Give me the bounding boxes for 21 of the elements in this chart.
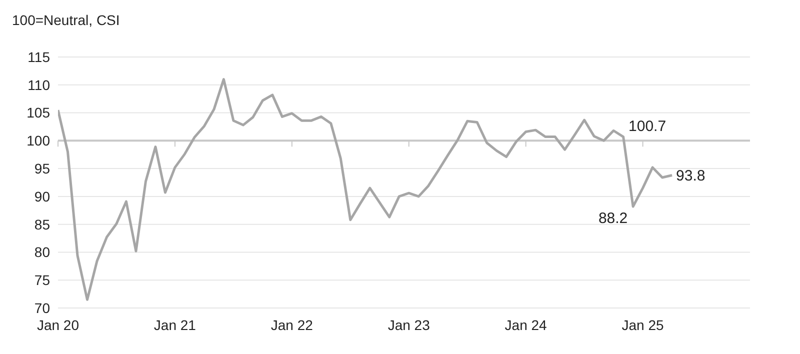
y-tick-label: 95 [34,160,50,177]
y-axis-title: 100=Neutral, CSI [12,12,120,28]
y-tick-label: 70 [34,300,50,316]
y-tick-label: 80 [34,244,50,260]
y-tick-label: 85 [34,216,50,232]
y-tick-label: 90 [34,188,50,204]
x-tick-label: Jan 25 [622,317,664,333]
x-tick-label: Jan 20 [36,317,80,333]
x-tick-label: Jan 23 [388,317,430,333]
y-tick-label: 115 [28,48,50,65]
y-tick-label: 75 [34,272,50,288]
x-tick-label: Jan 21 [154,317,196,333]
y-tick-label: 100 [26,132,50,149]
x-tick-label: Jan 24 [504,317,548,333]
line-series [58,78,674,301]
annotation: 93.8 [676,168,706,185]
annotation: 100.7 [628,118,666,135]
y-tick-label: 105 [26,104,50,121]
y-tick-label: 110 [28,76,50,93]
x-tick-label: Jan 22 [270,317,314,333]
annotation: 88.2 [598,210,628,228]
